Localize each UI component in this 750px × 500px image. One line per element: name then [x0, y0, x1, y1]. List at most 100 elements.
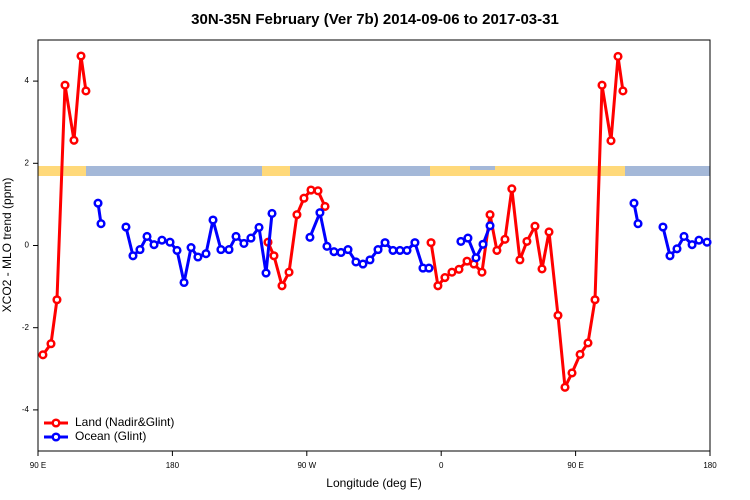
- data-point: [485, 221, 495, 231]
- data-point: [322, 241, 332, 251]
- data-point: [575, 349, 585, 359]
- data-point: [380, 238, 390, 248]
- data-point: [336, 247, 346, 258]
- data-point: [629, 198, 639, 208]
- data-point: [179, 277, 189, 288]
- data-point: [373, 245, 383, 255]
- data-point: [60, 80, 70, 90]
- data-point: [93, 198, 103, 208]
- data-point: [515, 255, 525, 265]
- data-point: [157, 235, 167, 245]
- data-point: [358, 259, 368, 269]
- data-point: [52, 295, 62, 305]
- data-point: [186, 243, 196, 253]
- series-line: [96, 202, 708, 284]
- data-point: [128, 251, 138, 261]
- data-point: [277, 281, 287, 291]
- data-point: [658, 222, 668, 232]
- data-point: [329, 247, 339, 257]
- data-point: [471, 253, 481, 263]
- y-tick-label: 4: [25, 76, 30, 85]
- data-point: [149, 240, 159, 250]
- data-point: [424, 263, 434, 273]
- data-point: [284, 267, 294, 277]
- data-point: [343, 245, 353, 255]
- data-point: [315, 208, 325, 218]
- legend: Land (Nadir&Glint)Ocean (Glint): [40, 413, 178, 449]
- data-point: [583, 338, 593, 348]
- data-point: [447, 267, 457, 277]
- data-point: [76, 51, 86, 61]
- data-point: [305, 232, 315, 242]
- data-point: [410, 238, 420, 248]
- data-point: [463, 233, 473, 243]
- data-point: [193, 252, 203, 262]
- data-point: [216, 245, 226, 255]
- data-point: [500, 234, 510, 244]
- data-point: [567, 368, 577, 378]
- chart-title: 30N-35N February (Ver 7b) 2014-09-06 to …: [191, 11, 559, 28]
- data-point: [208, 215, 218, 225]
- x-tick-label: 180: [166, 461, 180, 470]
- data-point: [261, 268, 271, 278]
- x-tick-label: 180: [703, 461, 717, 470]
- data-point: [365, 255, 375, 265]
- data-point: [560, 382, 570, 392]
- data-point: [478, 239, 488, 249]
- data-point: [96, 219, 106, 229]
- data-point: [142, 231, 152, 242]
- data-point: [456, 236, 466, 246]
- data-point: [665, 251, 675, 261]
- land-band: [262, 166, 290, 176]
- data-point: [165, 237, 175, 247]
- data-point: [618, 86, 628, 96]
- x-tick-label: 90 W: [297, 461, 316, 470]
- y-tick-label: 2: [25, 158, 30, 167]
- legend-box: [40, 413, 178, 449]
- data-point: [269, 251, 279, 261]
- x-axis-label: Longitude (deg E): [326, 476, 421, 490]
- data-point: [426, 238, 436, 248]
- data-point: [121, 222, 131, 232]
- ocean-band: [290, 166, 430, 176]
- x-tick-label: 90 E: [30, 461, 46, 470]
- data-point: [254, 222, 264, 232]
- data-point: [477, 267, 487, 277]
- data-point: [597, 80, 607, 90]
- data-point: [299, 193, 309, 203]
- data-point: [306, 185, 316, 195]
- ocean-band: [625, 166, 710, 176]
- data-point: [38, 350, 48, 360]
- data-point: [440, 273, 450, 283]
- data-point: [492, 245, 502, 255]
- data-point: [522, 236, 532, 246]
- y-tick-label: 0: [25, 241, 30, 250]
- data-point: [606, 136, 616, 146]
- data-point: [507, 184, 517, 194]
- x-tick-label: 90 E: [567, 461, 583, 470]
- land-band: [430, 166, 625, 176]
- legend-marker: [51, 418, 61, 428]
- data-point: [46, 339, 56, 349]
- data-point: [553, 310, 563, 320]
- data-point: [485, 210, 495, 220]
- data-point: [239, 238, 249, 248]
- data-point: [679, 231, 689, 242]
- x-tick-label: 0: [439, 461, 444, 470]
- legend-label: Land (Nadir&Glint): [75, 415, 174, 429]
- data-point: [351, 257, 361, 267]
- legend-label: Ocean (Glint): [75, 429, 146, 443]
- data-point: [462, 256, 472, 266]
- data-point: [292, 210, 302, 220]
- data-point: [687, 240, 697, 250]
- data-point: [231, 231, 241, 242]
- data-point: [81, 86, 91, 96]
- data-point: [402, 245, 412, 255]
- data-point: [135, 245, 145, 255]
- data-point: [530, 221, 540, 231]
- y-axis-label: XCO2 - MLO trend (ppm): [0, 178, 14, 313]
- data-point: [672, 244, 682, 254]
- data-point: [544, 227, 554, 237]
- data-point: [702, 237, 712, 247]
